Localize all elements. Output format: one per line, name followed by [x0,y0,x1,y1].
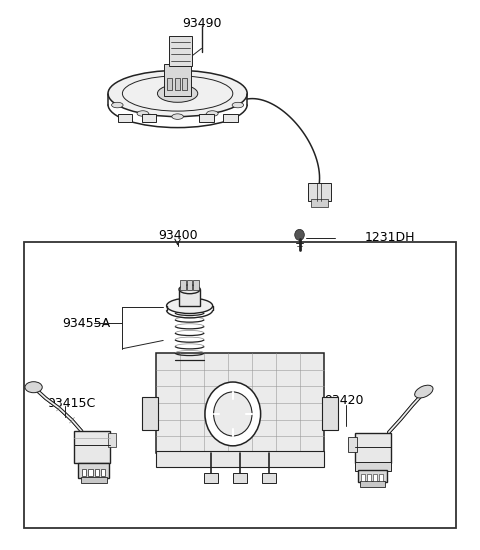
Text: 93455A: 93455A [62,317,110,330]
Bar [223,114,238,122]
Bar [204,474,218,483]
Bar [175,78,180,90]
Ellipse shape [167,298,213,314]
Bar [358,470,387,482]
Bar [164,64,191,96]
Bar [348,437,357,452]
Ellipse shape [172,114,183,119]
Bar [187,280,192,290]
Bar [182,78,187,90]
Bar [108,433,116,447]
Bar [118,114,132,122]
Ellipse shape [214,392,252,436]
Bar [179,289,200,306]
Bar [82,469,86,476]
Ellipse shape [25,382,42,393]
Bar [361,474,365,481]
Ellipse shape [415,385,433,398]
Ellipse shape [295,229,304,240]
Bar [88,469,93,476]
Bar [373,474,377,481]
Bar [199,114,214,122]
Bar [262,474,276,483]
Bar [167,78,172,90]
Text: 93400: 93400 [158,229,197,243]
Ellipse shape [108,70,247,117]
Bar [156,452,324,467]
Bar [360,481,385,487]
Bar [322,398,338,431]
Bar [193,280,199,290]
Bar [355,462,391,471]
Bar [81,477,107,483]
Ellipse shape [179,285,200,294]
Ellipse shape [157,85,198,102]
Bar [74,431,110,463]
Ellipse shape [122,76,233,111]
Ellipse shape [137,111,148,116]
Bar [180,280,186,290]
Ellipse shape [205,382,261,446]
Bar [95,469,99,476]
Bar [379,474,383,481]
Bar [169,36,192,66]
Bar [233,474,247,483]
Bar [355,433,391,463]
Bar [367,474,371,481]
Text: 93415C: 93415C [47,397,96,410]
Bar [101,469,105,476]
Bar [78,463,109,478]
Text: 93490: 93490 [182,16,221,30]
Bar [142,114,156,122]
Bar [142,398,158,431]
Text: 1231DH: 1231DH [365,231,415,244]
Text: 93420: 93420 [324,394,363,408]
Ellipse shape [111,102,123,108]
Bar [24,242,456,528]
Bar [308,183,331,201]
Ellipse shape [207,111,218,116]
Bar [311,199,328,207]
Bar [156,353,324,453]
Ellipse shape [232,102,244,108]
